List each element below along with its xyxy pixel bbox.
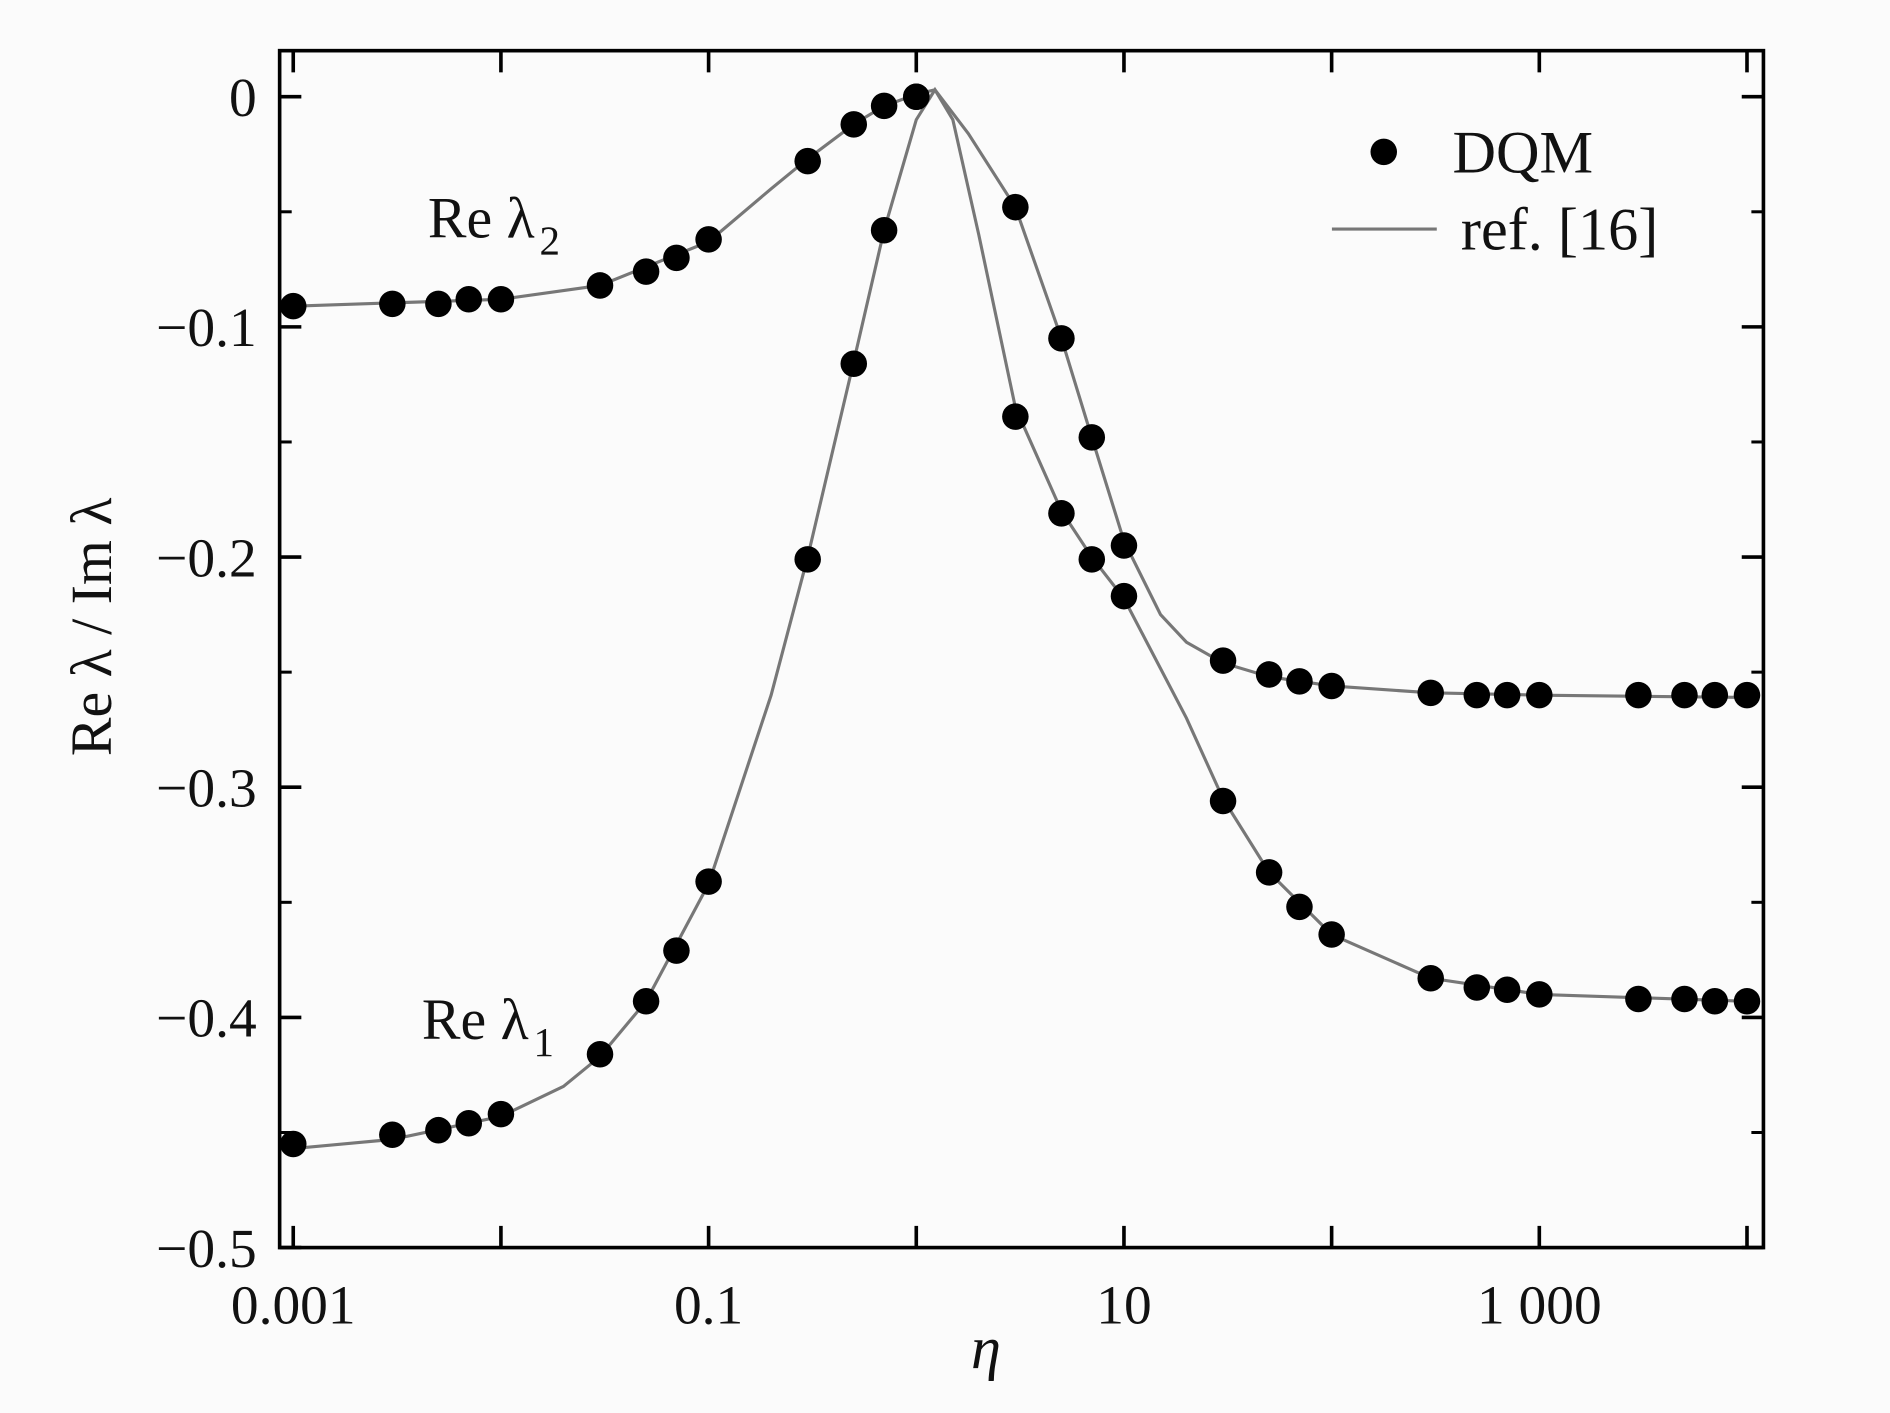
data-point (425, 290, 452, 318)
data-point (455, 1110, 483, 1137)
data-point (1002, 403, 1029, 430)
data-point (1078, 546, 1106, 573)
data-point (1286, 668, 1313, 695)
data-point (632, 258, 660, 285)
legend-label: ref. [16] (1461, 197, 1658, 264)
data-point (586, 272, 614, 299)
y-axis-label: Re λ / Im λ (59, 498, 124, 757)
data-point (794, 546, 821, 573)
legend-label: DQM (1452, 119, 1593, 186)
data-point (1110, 532, 1138, 559)
legend-marker (1370, 138, 1398, 166)
data-point (794, 147, 821, 175)
data-point (840, 111, 868, 138)
data-point (663, 937, 690, 964)
data-point (1671, 681, 1698, 709)
y-tick-label: 0 (229, 67, 257, 128)
x-tick-label: 0.001 (231, 1275, 356, 1336)
data-point (870, 92, 898, 120)
data-point (840, 350, 868, 377)
data-point (425, 1116, 452, 1144)
data-point (1417, 679, 1444, 707)
y-tick-label: −0.2 (156, 527, 257, 588)
data-point (1318, 921, 1345, 948)
data-point (1286, 893, 1313, 921)
data-point (586, 1040, 614, 1068)
data-point (1625, 681, 1652, 709)
x-axis-label: η (971, 1315, 1001, 1382)
data-point (279, 1130, 307, 1158)
data-point (379, 1121, 406, 1149)
data-point (1048, 325, 1075, 352)
curve-label-subscript: 2 (539, 217, 559, 263)
x-tick-label: 0.1 (674, 1275, 743, 1336)
data-point (1255, 661, 1283, 688)
data-point (695, 868, 722, 895)
y-tick-label: −0.5 (156, 1218, 257, 1279)
data-point (1209, 647, 1237, 674)
data-point (1417, 965, 1444, 992)
data-point (1625, 985, 1652, 1013)
data-point (379, 290, 406, 318)
data-point (663, 244, 690, 272)
data-point (1463, 974, 1491, 1001)
plot-frame (277, 48, 1766, 1250)
data-point (1318, 672, 1345, 700)
x-tick-label: 1 000 (1477, 1275, 1602, 1336)
data-point (1733, 988, 1761, 1015)
data-point (1526, 681, 1553, 709)
data-point (455, 285, 483, 313)
data-point (1493, 681, 1521, 709)
data-point (1078, 424, 1106, 451)
data-point (870, 216, 898, 244)
data-point (1701, 988, 1729, 1015)
data-point (1526, 981, 1553, 1008)
data-point (1463, 681, 1491, 709)
data-point (1671, 985, 1698, 1013)
data-point (1733, 681, 1761, 709)
data-point (279, 292, 307, 320)
data-point (695, 226, 722, 253)
data-point (1002, 193, 1029, 221)
data-point (632, 988, 660, 1015)
curve-label-text: Re λ (422, 987, 529, 1052)
x-tick-label: 10 (1096, 1275, 1151, 1336)
data-point (487, 1100, 515, 1128)
y-tick-label: −0.3 (156, 758, 257, 819)
data-point (1493, 976, 1521, 1004)
data-point (1110, 582, 1138, 610)
data-point (487, 285, 515, 313)
curve-label-subscript: 1 (533, 1019, 553, 1065)
data-point (1209, 787, 1237, 815)
y-tick-label: −0.1 (156, 297, 257, 358)
y-tick-label: −0.4 (156, 988, 257, 1049)
data-point (1701, 681, 1729, 709)
data-point (903, 83, 930, 110)
data-point (1255, 859, 1283, 886)
data-point (1048, 500, 1075, 527)
curve-label-text: Re λ (428, 185, 535, 250)
